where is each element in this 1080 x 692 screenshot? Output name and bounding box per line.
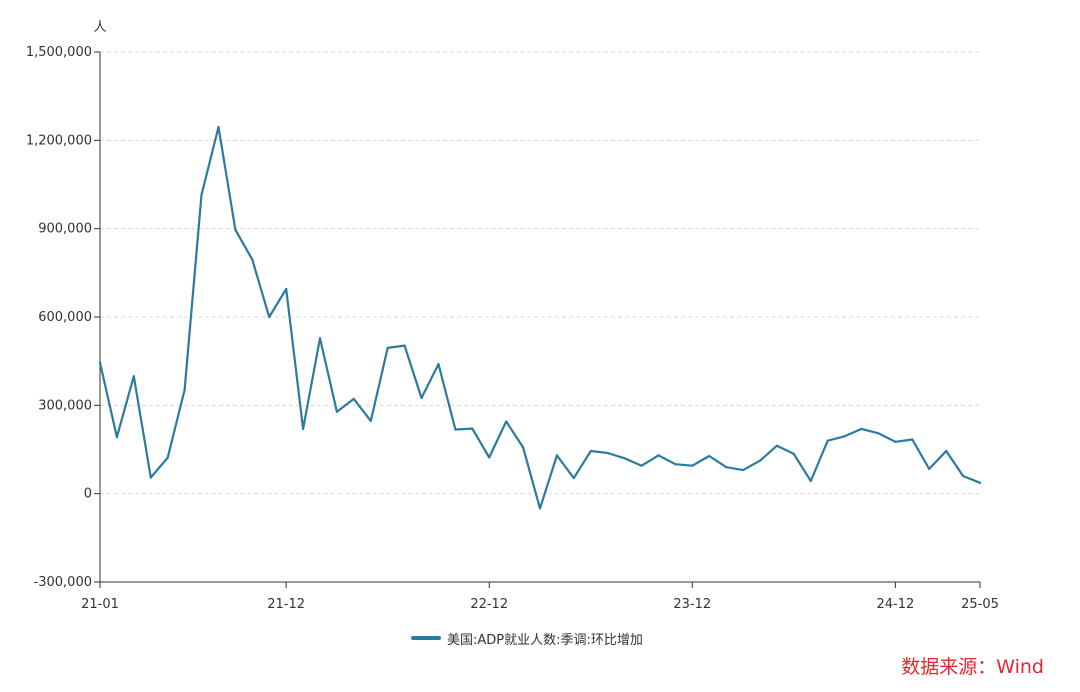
data-point [454, 428, 457, 431]
data-point [826, 439, 829, 442]
series-line [98, 125, 982, 510]
data-point [98, 361, 102, 364]
y-tick-label: -300,000 [34, 575, 92, 590]
x-tick-label: 25-05 [961, 597, 999, 612]
data-point [961, 474, 965, 478]
data-point [775, 444, 779, 447]
data-point [369, 419, 372, 423]
y-tick-label: 1,500,000 [26, 45, 92, 60]
y-tick-label: 0 [84, 487, 92, 502]
x-ticks: 21-01 21-12 22-12 23-12 24-12 25-05 [81, 582, 999, 612]
data-point [657, 454, 660, 457]
x-tick-label: 21-12 [267, 597, 305, 612]
data-point [911, 438, 914, 441]
data-point [386, 346, 389, 350]
data-point [200, 193, 203, 196]
data-point [538, 507, 542, 510]
y-tick-label: 1,200,000 [26, 133, 92, 148]
data-point [725, 466, 728, 469]
data-point [318, 337, 322, 340]
legend-label: 美国:ADP就业人数:季调:环比增加 [447, 632, 643, 648]
data-point [606, 451, 609, 455]
data-point [928, 467, 931, 471]
x-tick-label: 22-12 [470, 597, 508, 612]
x-tick-label: 21-01 [81, 597, 119, 612]
data-point [403, 344, 406, 347]
source-note: 数据来源：Wind [901, 656, 1044, 678]
x-tick-label: 23-12 [673, 597, 711, 612]
data-point [674, 463, 677, 466]
y-ticks: -300,000 0 300,000 600,000 900,000 1,200,000 1… [26, 45, 100, 590]
series-layer [98, 125, 982, 510]
gridlines [100, 51, 980, 495]
axes [99, 52, 980, 583]
data-point [420, 396, 423, 400]
data-point [335, 410, 339, 413]
data-point [437, 363, 440, 366]
data-point [640, 464, 643, 467]
data-point [352, 397, 355, 400]
data-point [860, 427, 863, 430]
data-point [589, 449, 592, 453]
data-point [166, 456, 169, 459]
data-point [691, 464, 694, 467]
y-tick-label: 600,000 [38, 310, 92, 325]
data-point [115, 436, 119, 439]
data-point [301, 427, 305, 430]
y-axis-unit-label: 人 [93, 20, 106, 35]
data-point [945, 449, 948, 453]
data-point [741, 469, 745, 472]
data-point [708, 454, 711, 458]
y-tick-label: 300,000 [38, 398, 92, 413]
x-tick-label: 24-12 [876, 597, 914, 612]
legend-swatch [411, 636, 441, 640]
data-point [758, 459, 762, 462]
data-point [234, 228, 237, 231]
data-point [217, 125, 220, 129]
legend[interactable]: 美国:ADP就业人数:季调:环比增加 [411, 628, 643, 648]
data-point [877, 432, 880, 435]
data-point [488, 456, 491, 459]
data-point [521, 446, 525, 449]
data-point [285, 287, 288, 291]
y-tick-label: 900,000 [38, 222, 92, 237]
data-point [623, 457, 626, 460]
data-point [149, 476, 152, 479]
data-point [792, 452, 795, 456]
data-point [809, 479, 812, 483]
data-point [843, 435, 846, 438]
data-point [555, 454, 559, 457]
data-point [183, 388, 186, 392]
data-point [978, 481, 982, 484]
data-point [132, 375, 135, 378]
data-point [505, 420, 508, 423]
data-point [251, 258, 254, 261]
data-point [894, 440, 897, 443]
data-point [268, 315, 271, 319]
data-point [572, 476, 575, 480]
data-point [471, 427, 474, 430]
